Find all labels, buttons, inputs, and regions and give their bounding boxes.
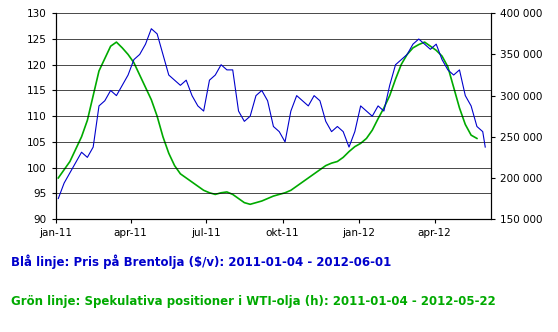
Text: Blå linje: Pris på Brentolja ($/v): 2011-01-04 - 2012-06-01: Blå linje: Pris på Brentolja ($/v): 2011… (11, 254, 391, 269)
Text: Grön linje: Spekulativa positioner i WTI-olja (h): 2011-01-04 - 2012-05-22: Grön linje: Spekulativa positioner i WTI… (11, 295, 496, 308)
